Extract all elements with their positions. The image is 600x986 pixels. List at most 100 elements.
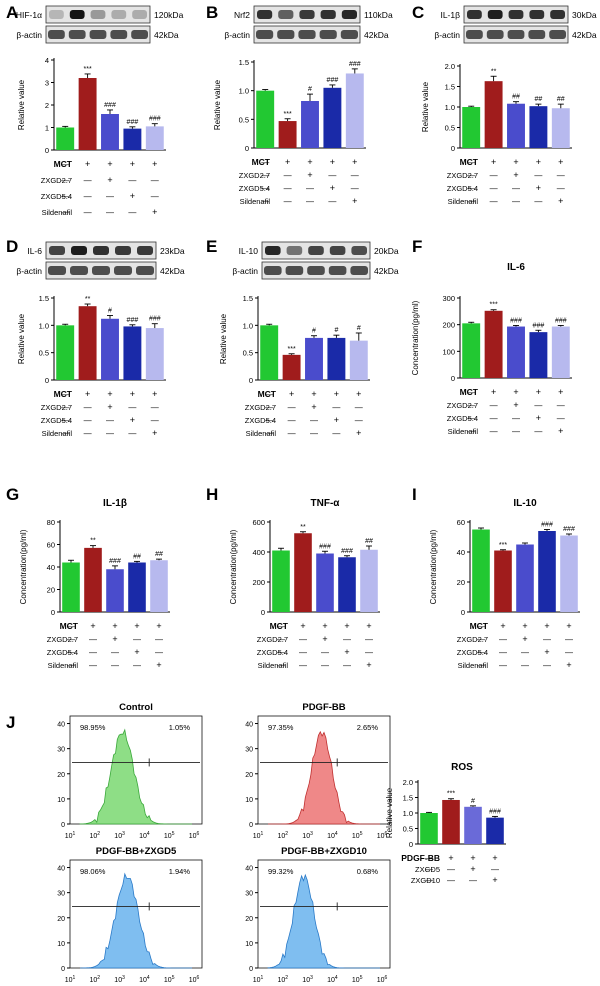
treatment-sign: —	[467, 197, 475, 206]
flow-x-exponent: 4	[335, 975, 338, 981]
treatment-sign: —	[61, 176, 69, 185]
flow-x-tick-label: 101	[65, 831, 76, 840]
blot-protein-label: IL-1β	[440, 10, 460, 20]
treatment-sign: —	[128, 429, 136, 438]
beta-actin-band	[92, 266, 110, 275]
treatment-sign: +	[152, 207, 157, 217]
treatment-sign: —	[557, 171, 565, 180]
flow-x-exponent: 6	[197, 831, 200, 837]
beta-actin-band	[68, 30, 86, 39]
treatment-sign: —	[61, 403, 69, 412]
treatment-sign: +	[152, 389, 157, 399]
treatment-label: ZXGD5.4	[257, 648, 288, 657]
flow-y-tick-label: 20	[57, 916, 65, 923]
blot-kda-label: 110kDa	[364, 10, 393, 20]
treatment-sign: +	[492, 853, 497, 863]
flow-x-exponent: 3	[310, 975, 313, 981]
treatment-label: ZXGD2.7	[239, 171, 270, 180]
treatment-sign: +	[107, 402, 112, 412]
treatment-label: ZXGD2.7	[257, 635, 288, 644]
treatment-label: ZXGD2.7	[47, 635, 78, 644]
bar	[123, 128, 142, 150]
beta-actin-band	[256, 30, 274, 39]
blot-band	[320, 10, 336, 19]
y-tick-label: 1.0	[39, 321, 49, 330]
bar	[551, 326, 570, 378]
bar	[442, 799, 460, 844]
bar	[84, 547, 102, 612]
treatment-sign: —	[61, 429, 69, 438]
flow-x-exponent: 6	[385, 831, 388, 837]
flow-histogram-control: Control 0 10 20 30 40 101 102 103 104 105 106 98.95%…	[57, 702, 203, 840]
blot-kda-label: 20kDa	[374, 246, 399, 256]
blot-band	[508, 10, 524, 19]
treatment-sign: —	[277, 635, 285, 644]
bar	[256, 90, 275, 148]
flow-x-exponent: 6	[197, 975, 200, 981]
flow-y-tick-label: 40	[245, 866, 253, 873]
bar	[305, 337, 323, 380]
flow-y-tick-label: 40	[245, 722, 253, 729]
treatment-sign: —	[321, 661, 329, 670]
flow-x-exponent: 3	[122, 975, 125, 981]
beta-actin-band	[110, 30, 128, 39]
treatment-sign: —	[89, 661, 97, 670]
treatment-sign: —	[284, 184, 292, 193]
y-tick-label: 300	[442, 294, 455, 303]
flow-x-exponent: 4	[147, 975, 150, 981]
beta-actin-label: β-actin	[232, 266, 258, 276]
treatment-sign: —	[151, 192, 159, 201]
treatment-sign: +	[522, 621, 527, 631]
y-axis-label: Relative value	[385, 787, 394, 838]
flow-title: PDGF-BB+ZXGD10	[281, 846, 367, 857]
treatment-sign: —	[265, 403, 273, 412]
treatment-sign: —	[365, 635, 373, 644]
flow-y-tick-label: 30	[57, 891, 65, 898]
blot-band	[257, 10, 273, 19]
treatment-sign: +	[134, 647, 139, 657]
treatment-sign: —	[155, 648, 163, 657]
treatment-label: PDGF-BB	[401, 853, 440, 863]
gate-left-percent: 99.32%	[268, 867, 294, 876]
flow-y-tick-label: 0	[249, 966, 253, 973]
chart-F: IL-6 0 100 200 300 Concentration(pg/ml) *** ###…	[411, 262, 572, 436]
flow-x-tick-label: 104	[327, 831, 338, 840]
flow-y-tick-label: 10	[245, 797, 253, 804]
treatment-sign: +	[356, 428, 361, 438]
significance-label: ###	[127, 317, 139, 324]
treatment-sign: +	[522, 634, 527, 644]
treatment-sign: +	[107, 389, 112, 399]
significance-label: ###	[541, 522, 553, 529]
bar	[360, 549, 378, 612]
flow-x-tick-label: 103	[114, 975, 125, 984]
beta-actin-band	[114, 266, 132, 275]
y-tick-label: 20	[47, 586, 55, 595]
treatment-sign: +	[107, 159, 112, 169]
treatment-label: Sildenafil	[448, 197, 479, 206]
y-tick-label: 60	[457, 518, 465, 527]
treatment-sign: —	[499, 661, 507, 670]
panel-letter-G: G	[6, 485, 19, 504]
flow-x-tick-label: 106	[377, 831, 388, 840]
y-tick-label: 80	[47, 518, 55, 527]
flow-x-tick-label: 102	[278, 831, 289, 840]
treatment-label: Sildenafil	[246, 429, 277, 438]
treatment-sign: +	[334, 415, 339, 425]
bar	[551, 108, 570, 148]
treatment-sign: —	[265, 429, 273, 438]
y-tick-label: 1.0	[239, 87, 249, 96]
y-tick-label: 4	[45, 56, 49, 65]
bar	[349, 340, 368, 380]
bar	[101, 318, 119, 380]
treatment-label: MCT	[252, 157, 271, 167]
treatment-sign: —	[299, 661, 307, 670]
treatment-sign: +	[513, 400, 518, 410]
treatment-sign: —	[499, 648, 507, 657]
y-tick-label: 40	[47, 563, 55, 572]
treatment-sign: +	[558, 387, 563, 397]
significance-label: **	[300, 524, 306, 531]
y-axis-label: Relative value	[219, 313, 228, 364]
treatment-sign: +	[366, 660, 371, 670]
treatment-sign: —	[343, 635, 351, 644]
